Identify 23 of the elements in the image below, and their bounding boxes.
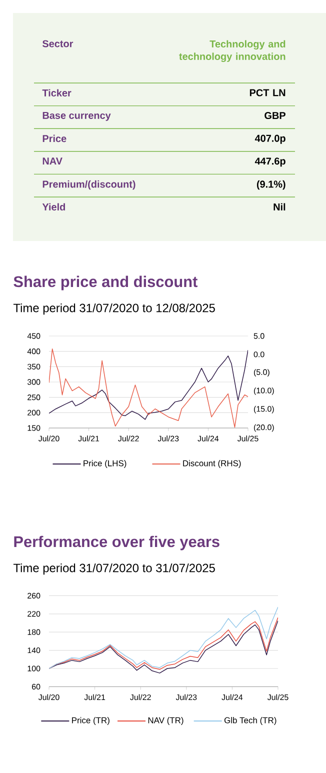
text: GBP (264, 112, 286, 120)
legend-label: Discount (RHS) (183, 460, 241, 468)
text: Premium/(discount) (42, 180, 136, 190)
text: Price (42, 134, 66, 142)
legend-label: Price (LHS) (84, 460, 126, 468)
chart-title: Performance over five years (14, 536, 220, 550)
text: (9.1%) (256, 180, 286, 190)
text: NAV (42, 158, 62, 164)
text: Sector (42, 40, 74, 48)
text: Technology and technology innovation (179, 40, 286, 62)
legend-label: NAV (TR) (148, 717, 184, 725)
text: 407.0p (254, 134, 286, 144)
text: Ticker (42, 89, 72, 97)
chart-subtitle: Time period 31/07/2020 to 31/07/2025 (13, 563, 215, 575)
legend-label: Price (TR) (72, 717, 110, 725)
text: 447.6p (254, 158, 286, 167)
chart-subtitle: Time period 31/07/2020 to 12/08/2025 (13, 303, 215, 315)
text: Yield (42, 203, 65, 211)
legend-label: Glb Tech (TR) (224, 717, 276, 725)
chart-title: Share price and discount (14, 276, 198, 290)
text: Nil (274, 203, 286, 210)
text: Base currency (42, 112, 111, 121)
text: PCT LN (250, 89, 286, 96)
